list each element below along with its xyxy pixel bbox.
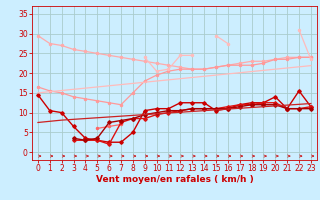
X-axis label: Vent moyen/en rafales ( km/h ): Vent moyen/en rafales ( km/h ) [96, 175, 253, 184]
